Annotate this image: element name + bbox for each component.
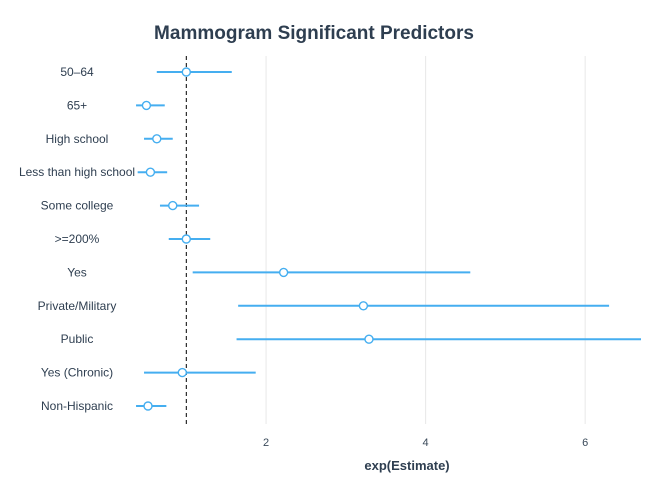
estimate-point [141,100,152,111]
y-axis-label: Non-Hispanic [41,399,113,413]
y-axis-label: High school [46,132,109,146]
estimate-points [141,67,374,411]
y-axis-label: 65+ [67,98,87,112]
grid-lines [265,56,586,424]
estimate-point [181,234,192,244]
confidence-intervals [136,71,641,407]
estimate-point [143,401,153,411]
estimate-point [181,67,192,77]
y-axis-label: Private/Military [38,299,117,313]
x-axis-label: exp(Estimate) [364,458,449,473]
chart-title: Mammogram Significant Predictors [154,23,474,44]
y-axis-label: Yes (Chronic) [41,366,113,380]
estimate-point [168,200,178,211]
estimate-point [177,367,188,378]
y-axis-labels: 50–64 65+ High school Less than high school… [19,65,135,413]
y-axis-label: Public [61,332,94,346]
x-tick-label: 4 [423,437,429,449]
x-axis-ticks: 2 4 6 [263,437,588,449]
estimate-point [364,334,374,344]
y-axis-label: Less than high school [19,165,135,179]
x-tick-label: 2 [263,437,269,449]
y-axis-label: Yes [67,265,87,279]
y-axis-label: >=200% [55,232,100,246]
estimate-point [145,167,156,177]
estimate-point [152,134,162,144]
y-axis-label: Some college [41,199,114,213]
estimate-point [278,267,289,278]
estimate-point [358,301,369,311]
y-axis-label: 50–64 [60,65,94,79]
x-tick-label: 6 [582,437,588,449]
